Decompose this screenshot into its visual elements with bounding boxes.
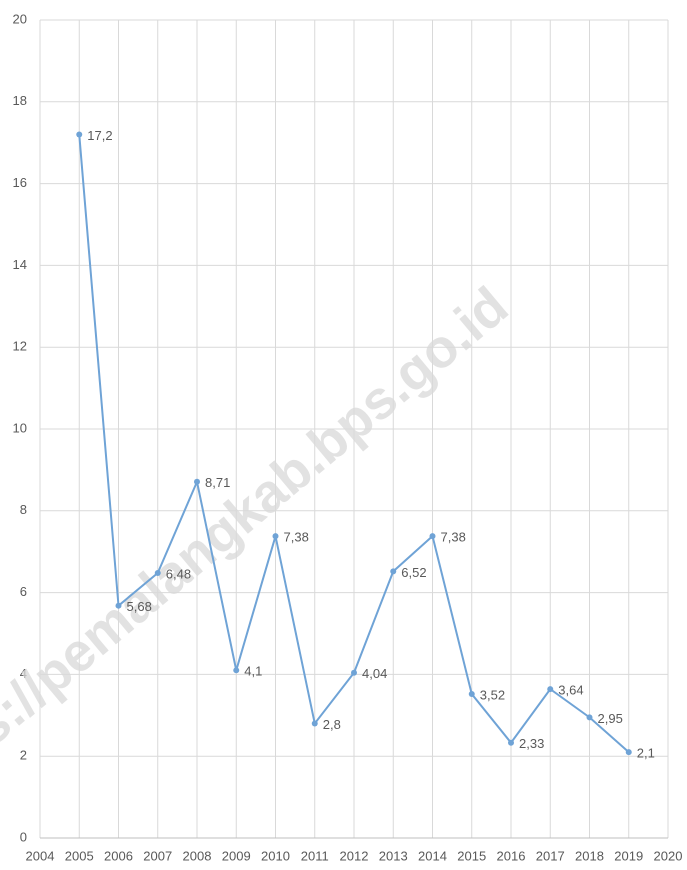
data-point (586, 714, 593, 721)
x-tick-label: 2016 (497, 848, 526, 863)
y-tick-label: 0 (20, 829, 27, 844)
x-tick-label: 2015 (457, 848, 486, 863)
data-point (468, 691, 475, 698)
data-label: 17,2 (87, 128, 112, 143)
x-tick-label: 2004 (26, 848, 55, 863)
x-tick-label: 2014 (418, 848, 447, 863)
data-point (390, 568, 397, 575)
x-tick-label: 2019 (614, 848, 643, 863)
data-point (429, 533, 436, 540)
watermark: ps://pemalangkab.bps.go.id (0, 276, 519, 779)
data-point (115, 602, 122, 609)
y-tick-label: 20 (13, 11, 27, 26)
data-label: 5,68 (127, 599, 152, 614)
y-tick-label: 18 (13, 93, 27, 108)
data-point (351, 669, 357, 676)
data-point (233, 667, 240, 674)
y-tick-label: 10 (13, 420, 27, 435)
y-tick-label: 16 (13, 175, 27, 190)
data-point (311, 720, 318, 727)
x-tick-label: 2009 (222, 848, 251, 863)
data-point (272, 533, 279, 540)
x-tick-label: 2006 (104, 848, 133, 863)
data-label: 2,8 (323, 717, 341, 732)
data-label: 2,95 (598, 711, 623, 726)
y-tick-label: 2 (20, 748, 27, 763)
y-tick-label: 4 (20, 666, 27, 681)
data-label: 7,38 (284, 530, 309, 545)
x-tick-label: 2011 (301, 848, 329, 863)
data-label: 6,52 (401, 565, 426, 580)
data-point (76, 131, 83, 138)
x-tick-label: 2013 (379, 848, 408, 863)
x-tick-label: 2018 (575, 848, 604, 863)
x-tick-label: 2005 (65, 848, 94, 863)
data-label: 3,52 (480, 687, 505, 702)
data-label: 3,64 (558, 683, 583, 698)
data-label: 2,1 (637, 746, 655, 761)
data-point (194, 478, 200, 485)
x-tick-label: 2010 (261, 848, 290, 863)
data-point (547, 686, 554, 693)
x-tick-label: 2008 (183, 848, 212, 863)
data-label: 4,04 (362, 666, 387, 681)
data-label: 6,48 (166, 566, 191, 581)
y-tick-label: 14 (13, 257, 27, 272)
y-tick-label: 6 (20, 584, 27, 599)
data-label: 2,33 (519, 736, 544, 751)
x-tick-label: 2020 (654, 848, 683, 863)
data-point (154, 569, 161, 576)
data-label: 7,38 (441, 530, 466, 545)
data-point (508, 739, 514, 746)
data-label: 8,71 (205, 475, 230, 490)
y-tick-label: 12 (13, 339, 27, 354)
x-tick-label: 2012 (340, 848, 369, 863)
y-tick-label: 8 (20, 502, 27, 517)
x-tick-label: 2007 (143, 848, 172, 863)
data-label: 4,1 (244, 664, 262, 679)
data-point (625, 749, 632, 756)
x-tick-label: 2017 (536, 848, 565, 863)
